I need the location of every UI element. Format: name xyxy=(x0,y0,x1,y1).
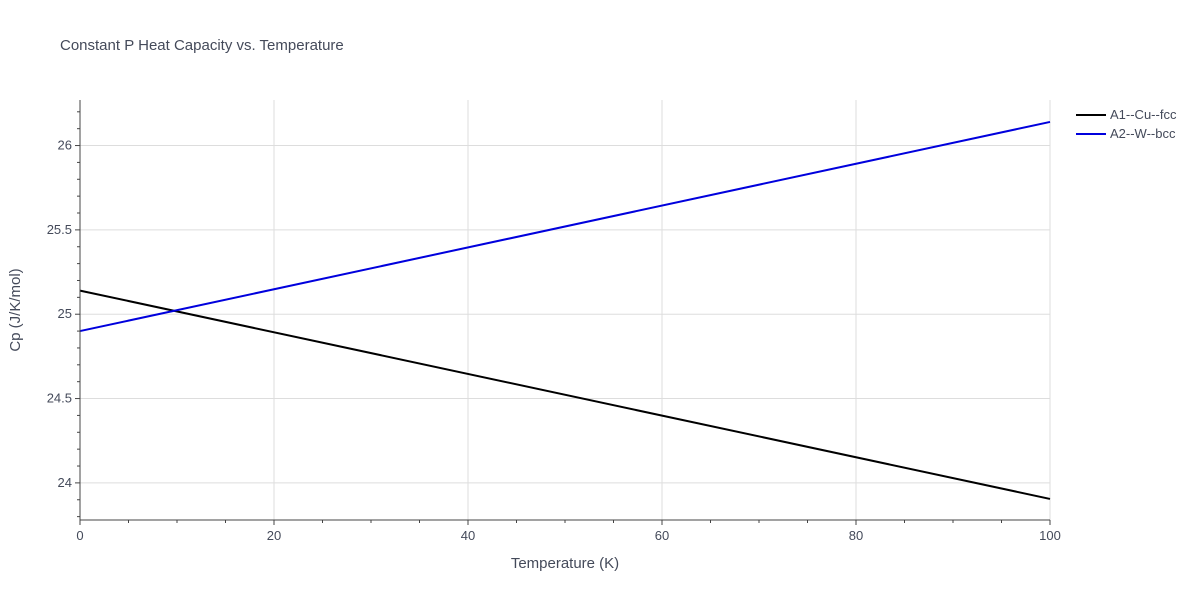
y-tick-label: 26 xyxy=(58,138,72,153)
legend-item-2[interactable]: A2--W--bcc xyxy=(1076,126,1176,141)
x-axis-title: Temperature (K) xyxy=(511,555,619,572)
legend-label: A2--W--bcc xyxy=(1110,126,1176,141)
y-tick-label: 25.5 xyxy=(47,222,72,237)
legend-item-1[interactable]: A1--Cu--fcc xyxy=(1076,107,1177,122)
series-line-1 xyxy=(79,289,1051,500)
legend[interactable]: A1--Cu--fcc A2--W--bcc xyxy=(1076,107,1177,141)
x-tick-label: 60 xyxy=(655,528,669,543)
plot-area xyxy=(79,120,1051,500)
y-tick-label: 24 xyxy=(58,475,72,490)
x-tick-label: 0 xyxy=(76,528,83,543)
grid xyxy=(80,100,1051,520)
legend-label: A1--Cu--fcc xyxy=(1110,107,1177,122)
y-tick-label: 25 xyxy=(58,306,72,321)
axes: 0 20 40 60 80 100 24 24.5 25 25.5 26 xyxy=(47,100,1061,543)
y-axis-title: Cp (J/K/mol) xyxy=(7,268,24,351)
y-tick-label: 24.5 xyxy=(47,391,72,406)
chart-title: Constant P Heat Capacity vs. Temperature xyxy=(60,37,344,54)
x-tick-label: 80 xyxy=(849,528,863,543)
x-tick-label: 20 xyxy=(267,528,281,543)
x-tick-label: 40 xyxy=(461,528,475,543)
x-tick-label: 100 xyxy=(1039,528,1061,543)
series-line-2 xyxy=(79,120,1051,333)
